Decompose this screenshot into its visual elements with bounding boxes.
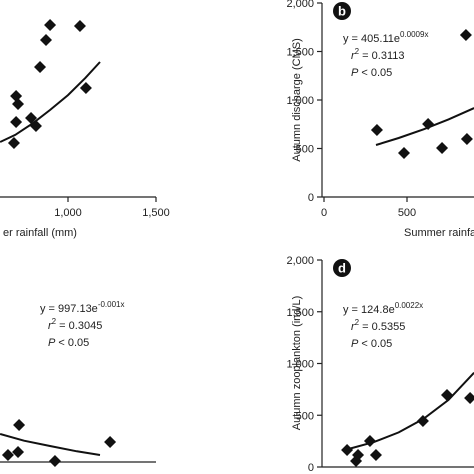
point <box>459 29 472 42</box>
y-tick-label: 2,000 <box>286 0 314 10</box>
x-axis-label: Summer rainfa <box>404 227 474 239</box>
y-tick-label: 1,500 <box>286 47 314 59</box>
panel-badge <box>333 259 351 277</box>
x-tick-label: 500 <box>398 207 416 219</box>
point <box>441 388 454 401</box>
point <box>79 81 92 94</box>
fit-curve <box>0 433 101 456</box>
point <box>460 132 473 145</box>
annotation: P < 0.05 <box>351 338 392 350</box>
x-tick-label: 1,500 <box>142 207 170 219</box>
point <box>370 123 383 136</box>
annotation-part: = 0.5355 <box>359 321 405 333</box>
point <box>341 444 354 457</box>
annotation: P < 0.05 <box>351 67 392 79</box>
annotation-part: 0.0022x <box>395 301 423 310</box>
annotation-part: < 0.05 <box>358 338 392 350</box>
x-tick-label: 0 <box>321 207 327 219</box>
point <box>25 112 38 125</box>
y-tick-label: 500 <box>296 144 314 156</box>
annotation: y = 997.13e-0.001x <box>40 300 125 315</box>
annotation-part: P <box>48 337 56 349</box>
y-tick-label: 1,000 <box>286 359 314 371</box>
point <box>29 119 42 132</box>
annotation-part: r <box>351 321 356 333</box>
x-tick-label: 1,000 <box>54 207 82 219</box>
annotation-part: < 0.05 <box>55 337 89 349</box>
annotation-part: P <box>351 67 359 79</box>
annotation-part: P <box>351 338 359 350</box>
annotation-part: r <box>351 50 356 62</box>
y-axis-label: Autumn zooplankton (ind/L) <box>291 296 303 431</box>
y-tick-label: 500 <box>296 410 314 422</box>
point <box>48 455 61 468</box>
point <box>436 142 449 155</box>
annotation: P < 0.05 <box>48 337 89 349</box>
y-tick-label: 1,500 <box>286 307 314 319</box>
point <box>352 448 365 461</box>
point <box>7 136 20 149</box>
annotation-part: 2 <box>355 318 360 327</box>
annotation-part: = 0.3045 <box>56 320 102 332</box>
point <box>422 117 435 130</box>
point <box>416 415 429 428</box>
panel-letter: b <box>338 4 346 19</box>
annotation: r2 = 0.3113 <box>351 47 405 62</box>
point <box>13 419 26 432</box>
point <box>363 435 376 448</box>
point <box>12 97 25 110</box>
annotation-part: y = 405.11e <box>343 33 400 45</box>
point <box>12 446 25 459</box>
annotation-part: = 0.3113 <box>359 50 404 62</box>
fit-curve <box>346 372 474 451</box>
point <box>44 19 57 32</box>
annotation-part: 0.0009x <box>400 30 428 39</box>
y-tick-label: 0 <box>308 462 314 474</box>
y-tick-label: 0 <box>308 192 314 204</box>
x-axis-label: er rainfall (mm) <box>3 227 77 239</box>
point <box>40 33 52 46</box>
annotation: r2 = 0.3045 <box>48 317 102 332</box>
annotation: y = 405.11e0.0009x <box>343 30 428 45</box>
y-axis-label: Autumn discharge (CMS) <box>291 38 303 162</box>
point <box>10 90 23 103</box>
annotation-part: 2 <box>355 47 360 56</box>
point <box>34 61 47 74</box>
point <box>104 436 117 449</box>
y-tick-label: 1,000 <box>286 95 314 107</box>
annotation-part: y = 124.8e <box>343 304 395 316</box>
point <box>10 116 23 129</box>
panel-badge <box>333 2 351 20</box>
point <box>1 449 14 462</box>
annotation-part: 2 <box>52 317 57 326</box>
annotation: y = 124.8e0.0022x <box>343 301 423 316</box>
panel-letter: d <box>338 261 346 276</box>
point <box>398 146 411 159</box>
annotation-part: y = 997.13e <box>40 303 98 315</box>
annotation: r2 = 0.5355 <box>351 318 405 333</box>
point <box>73 19 86 32</box>
annotation-part: r <box>48 320 53 332</box>
fit-curve <box>0 61 101 143</box>
annotation-part: < 0.05 <box>358 67 392 79</box>
point <box>464 391 474 404</box>
point <box>369 448 382 461</box>
fit-curve <box>375 107 474 146</box>
annotation-part: -0.001x <box>98 300 125 309</box>
y-tick-label: 2,000 <box>286 255 314 267</box>
